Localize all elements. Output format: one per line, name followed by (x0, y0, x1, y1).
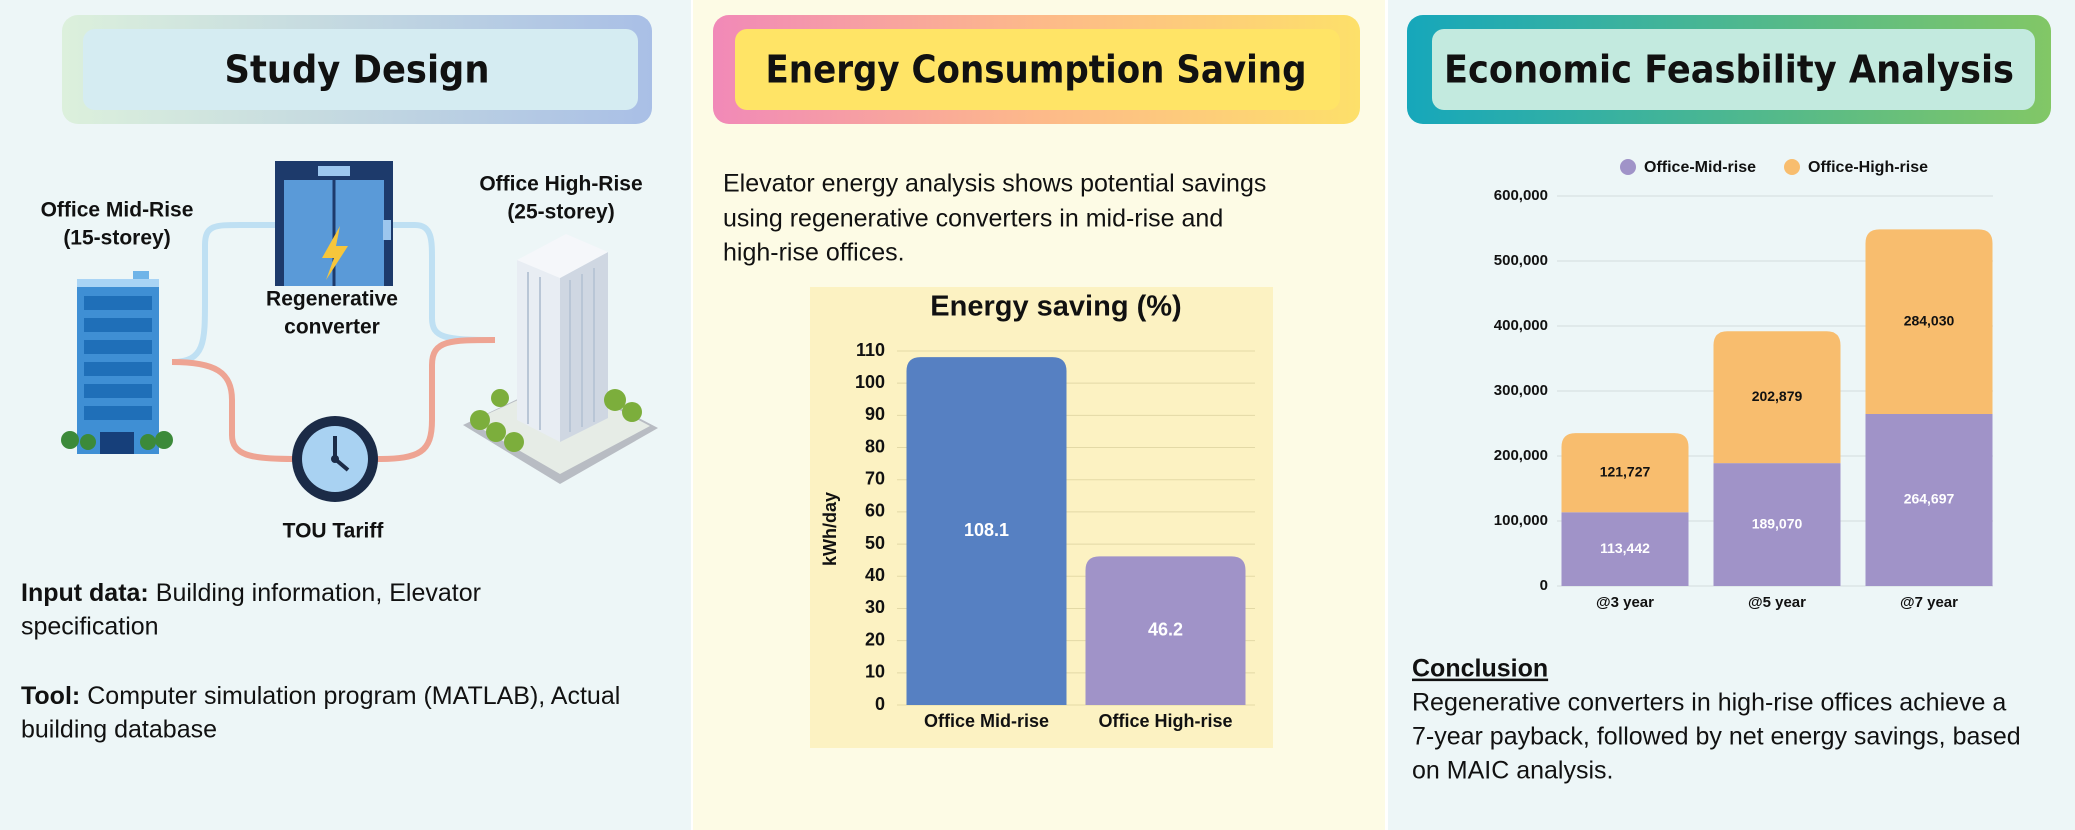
tool-line: Computer simulation program (MATLAB), Ac… (87, 682, 620, 710)
bar-segment (1865, 229, 1993, 414)
y-tick-label: 30 (865, 597, 885, 617)
elevator-icon (275, 161, 393, 286)
tool-line: building database (21, 716, 217, 744)
description-line: using regenerative converters in mid-ris… (723, 205, 1223, 233)
value-label: 46.2 (1148, 619, 1183, 639)
diagram-label: Office Mid-Rise (41, 199, 194, 222)
x-tick-label: Office High-rise (1098, 711, 1232, 731)
y-tick-label: 500,000 (1494, 252, 1548, 269)
y-tick-label: 40 (865, 565, 885, 585)
value-label: 284,030 (1904, 312, 1955, 328)
y-tick-label: 60 (865, 501, 885, 521)
y-tick-label: 20 (865, 629, 885, 649)
legend-label: Office-High-rise (1808, 159, 1928, 176)
x-tick-label: @7 year (1900, 594, 1958, 611)
value-label: 113,442 (1600, 540, 1650, 556)
y-tick-label: 100 (855, 372, 885, 392)
y-tick-label: 300,000 (1494, 382, 1548, 399)
y-tick-label: 0 (875, 694, 885, 714)
title-box (83, 29, 638, 110)
value-label: 202,879 (1752, 388, 1803, 404)
bar-segment (1713, 463, 1841, 586)
y-tick-label: 10 (865, 662, 885, 682)
diagram-label: (15-storey) (63, 227, 170, 250)
bar (1085, 556, 1246, 705)
input-line: specification (21, 613, 159, 641)
conclusion-line: on MAIC analysis. (1412, 757, 1613, 785)
value-label: 121,727 (1600, 463, 1651, 479)
input-line: Building information, Elevator (156, 579, 481, 607)
tool-text: Tool: Computer simulation program (MATLAB… (21, 682, 620, 710)
bar (906, 357, 1067, 705)
value-label: 189,070 (1752, 515, 1803, 531)
description-line: Elevator energy analysis shows potential… (723, 170, 1266, 198)
input-text: Input data: Building information, Elevato… (21, 579, 481, 607)
title-box (1432, 29, 2035, 110)
x-tick-label: @5 year (1748, 594, 1806, 611)
y-tick-label: 90 (865, 404, 885, 424)
diagram-label: Regenerative (266, 288, 398, 311)
diagram-label: (25-storey) (507, 201, 614, 224)
conclusion-heading: Conclusion (1412, 655, 1548, 683)
mid-rise-building (61, 271, 173, 454)
diagram-label: converter (284, 316, 380, 339)
y-tick-label: 100,000 (1494, 512, 1548, 529)
legend-label: Office-Mid-rise (1644, 159, 1756, 176)
connector (376, 337, 496, 462)
y-tick-label: 50 (865, 533, 885, 553)
diagram-label: TOU Tariff (283, 520, 385, 543)
conclusion-line: Regenerative converters in high-rise off… (1412, 689, 2006, 717)
conclusion-line: 7-year payback, followed by net energy s… (1412, 723, 2021, 751)
x-tick-label: Office Mid-rise (924, 711, 1049, 731)
y-tick-label: 0 (1540, 577, 1548, 594)
x-tick-label: @3 year (1596, 594, 1654, 611)
value-label: 108.1 (964, 520, 1009, 540)
diagram-label: Office High-Rise (479, 173, 642, 196)
y-axis-label: kWh/day (820, 492, 840, 566)
bar-segment (1713, 331, 1841, 464)
chart-title: Energy saving (%) (930, 291, 1181, 323)
clock-icon (292, 416, 378, 502)
connector (171, 359, 294, 462)
y-tick-label: 400,000 (1494, 317, 1548, 334)
y-tick-label: 80 (865, 436, 885, 456)
panel-title: Economic Feasbility Analysis (1444, 48, 2014, 92)
description-line: high-rise offices. (723, 239, 905, 267)
bar-segment (1865, 413, 1993, 586)
panel-title: Energy Consumption Saving (766, 48, 1307, 92)
y-tick-label: 600,000 (1494, 187, 1548, 204)
y-tick-label: 200,000 (1494, 447, 1548, 464)
input-label: Input data: (21, 579, 149, 607)
legend-swatch (1784, 159, 1800, 175)
title-box (735, 29, 1340, 110)
high-rise-building (463, 234, 658, 484)
value-label: 264,697 (1904, 491, 1955, 507)
y-tick-label: 70 (865, 468, 885, 488)
y-tick-label: 110 (856, 340, 885, 360)
panel-title: Study Design (225, 48, 490, 92)
legend-swatch (1620, 159, 1636, 175)
bar-segment (1561, 512, 1689, 586)
tool-label: Tool: (21, 682, 80, 710)
bar-segment (1561, 433, 1689, 513)
connector (171, 222, 275, 365)
